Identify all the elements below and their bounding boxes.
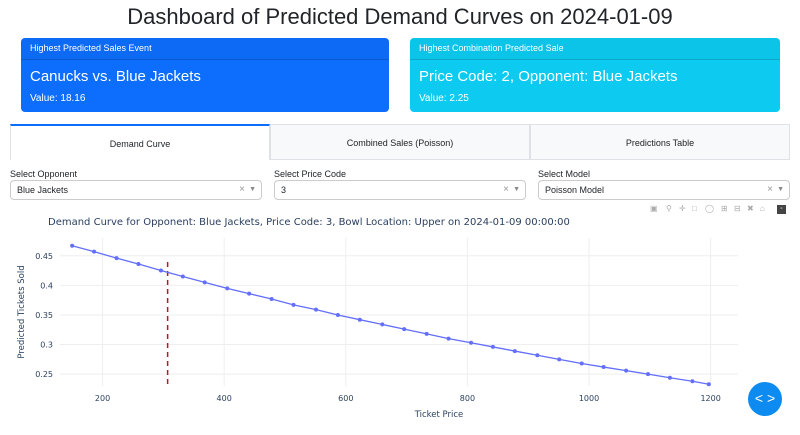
data-point[interactable] <box>247 291 252 296</box>
data-point[interactable] <box>136 262 141 267</box>
data-point[interactable] <box>579 361 584 366</box>
data-point[interactable] <box>202 280 207 285</box>
data-point[interactable] <box>70 243 75 248</box>
data-point[interactable] <box>512 349 517 354</box>
data-point[interactable] <box>667 375 672 380</box>
data-point[interactable] <box>291 302 296 307</box>
highest-sales-event-card: Highest Predicted Sales Event Canucks vs… <box>21 38 389 112</box>
model-dropdown[interactable]: Poisson Model × ▼ <box>538 180 790 200</box>
y-tick-label: 0.35 <box>35 311 53 320</box>
y-tick-label: 0.3 <box>40 341 53 350</box>
card-main-text: Canucks vs. Blue Jackets <box>30 68 201 85</box>
opponent-dropdown[interactable]: Blue Jackets × ▼ <box>10 180 262 200</box>
chart-title: Demand Curve for Opponent: Blue Jackets,… <box>48 217 570 228</box>
box-select-icon[interactable]: □ <box>692 204 697 213</box>
card-header: Highest Predicted Sales Event <box>21 38 389 60</box>
model-label: Select Model <box>538 169 591 179</box>
chevron-down-icon[interactable]: ▼ <box>249 186 256 193</box>
reset-axes-icon[interactable]: ⌂ <box>760 204 765 213</box>
y-tick-label: 0.4 <box>40 281 53 290</box>
zoom-in-icon[interactable]: ⊞ <box>721 204 728 213</box>
clear-icon[interactable]: × <box>239 184 245 195</box>
data-point[interactable] <box>114 256 119 261</box>
code-toggle-button[interactable]: < > <box>748 382 782 416</box>
plotly-logo-icon[interactable]: ▫ <box>777 205 786 214</box>
data-point[interactable] <box>706 382 711 387</box>
data-point[interactable] <box>646 372 651 377</box>
data-point[interactable] <box>624 368 629 373</box>
card-header: Highest Combination Predicted Sale <box>410 38 780 60</box>
card-value: Value: 2.25 <box>419 93 469 104</box>
data-point[interactable] <box>535 353 540 358</box>
data-point[interactable] <box>490 344 495 349</box>
data-point[interactable] <box>158 268 163 273</box>
y-tick-label: 0.25 <box>35 370 53 379</box>
model-value: Poisson Model <box>545 185 605 195</box>
chevron-down-icon[interactable]: ▼ <box>513 186 520 193</box>
data-point[interactable] <box>357 317 362 322</box>
demand-curve-chart[interactable]: 200 400 600 800 1000 1200 0.25 0.3 0.35 0.4 0.45 Ti… <box>0 230 800 435</box>
x-axis-title: Ticket Price <box>414 410 464 420</box>
autoscale-icon[interactable]: ✖ <box>747 204 754 213</box>
x-tick-label: 200 <box>95 394 110 403</box>
series-line <box>71 245 709 385</box>
data-point[interactable] <box>313 307 318 312</box>
card-main-text: Price Code: 2, Opponent: Blue Jackets <box>419 68 678 85</box>
data-point[interactable] <box>180 274 185 279</box>
card-value: Value: 18.16 <box>30 93 86 104</box>
data-point[interactable] <box>446 336 451 341</box>
chevron-down-icon[interactable]: ▼ <box>777 186 784 193</box>
data-point[interactable] <box>92 249 97 254</box>
opponent-label: Select Opponent <box>10 169 78 179</box>
data-point[interactable] <box>469 340 474 345</box>
data-point[interactable] <box>402 327 407 332</box>
price-code-value: 3 <box>281 185 287 195</box>
data-point[interactable] <box>269 296 274 301</box>
data-point[interactable] <box>690 379 695 384</box>
y-axis-title: Predicted Tickets Sold <box>17 265 27 358</box>
zoom-icon[interactable]: ⚲ <box>666 204 672 213</box>
x-tick-label: 400 <box>217 394 232 403</box>
data-point[interactable] <box>557 357 562 362</box>
opponent-value: Blue Jackets <box>17 185 69 195</box>
highest-combination-card: Highest Combination Predicted Sale Price… <box>410 38 780 112</box>
clear-icon[interactable]: × <box>503 184 509 195</box>
data-point[interactable] <box>424 331 429 336</box>
price-code-label: Select Price Code <box>274 169 347 179</box>
tab-bar: Demand Curve Combined Sales (Poisson) Pr… <box>10 124 790 160</box>
data-point[interactable] <box>601 365 606 370</box>
tab-combined-sales[interactable]: Combined Sales (Poisson) <box>270 124 530 160</box>
tab-demand-curve[interactable]: Demand Curve <box>10 124 270 160</box>
data-point[interactable] <box>335 312 340 317</box>
x-tick-label: 1000 <box>579 394 599 403</box>
x-tick-label: 800 <box>460 394 475 403</box>
x-tick-label: 1200 <box>700 394 720 403</box>
price-code-dropdown[interactable]: 3 × ▼ <box>274 180 526 200</box>
lasso-icon[interactable]: ◯ <box>705 204 714 213</box>
tab-predictions-table[interactable]: Predictions Table <box>530 124 790 160</box>
data-point[interactable] <box>380 322 385 327</box>
clear-icon[interactable]: × <box>767 184 773 195</box>
page-title: Dashboard of Predicted Demand Curves on … <box>127 4 673 29</box>
zoom-out-icon[interactable]: ⊟ <box>734 204 741 213</box>
y-tick-label: 0.45 <box>35 252 53 261</box>
pan-icon[interactable]: ✛ <box>679 204 686 213</box>
data-point[interactable] <box>225 286 230 291</box>
x-tick-label: 600 <box>338 394 353 403</box>
camera-icon[interactable]: ▣ <box>650 204 658 213</box>
